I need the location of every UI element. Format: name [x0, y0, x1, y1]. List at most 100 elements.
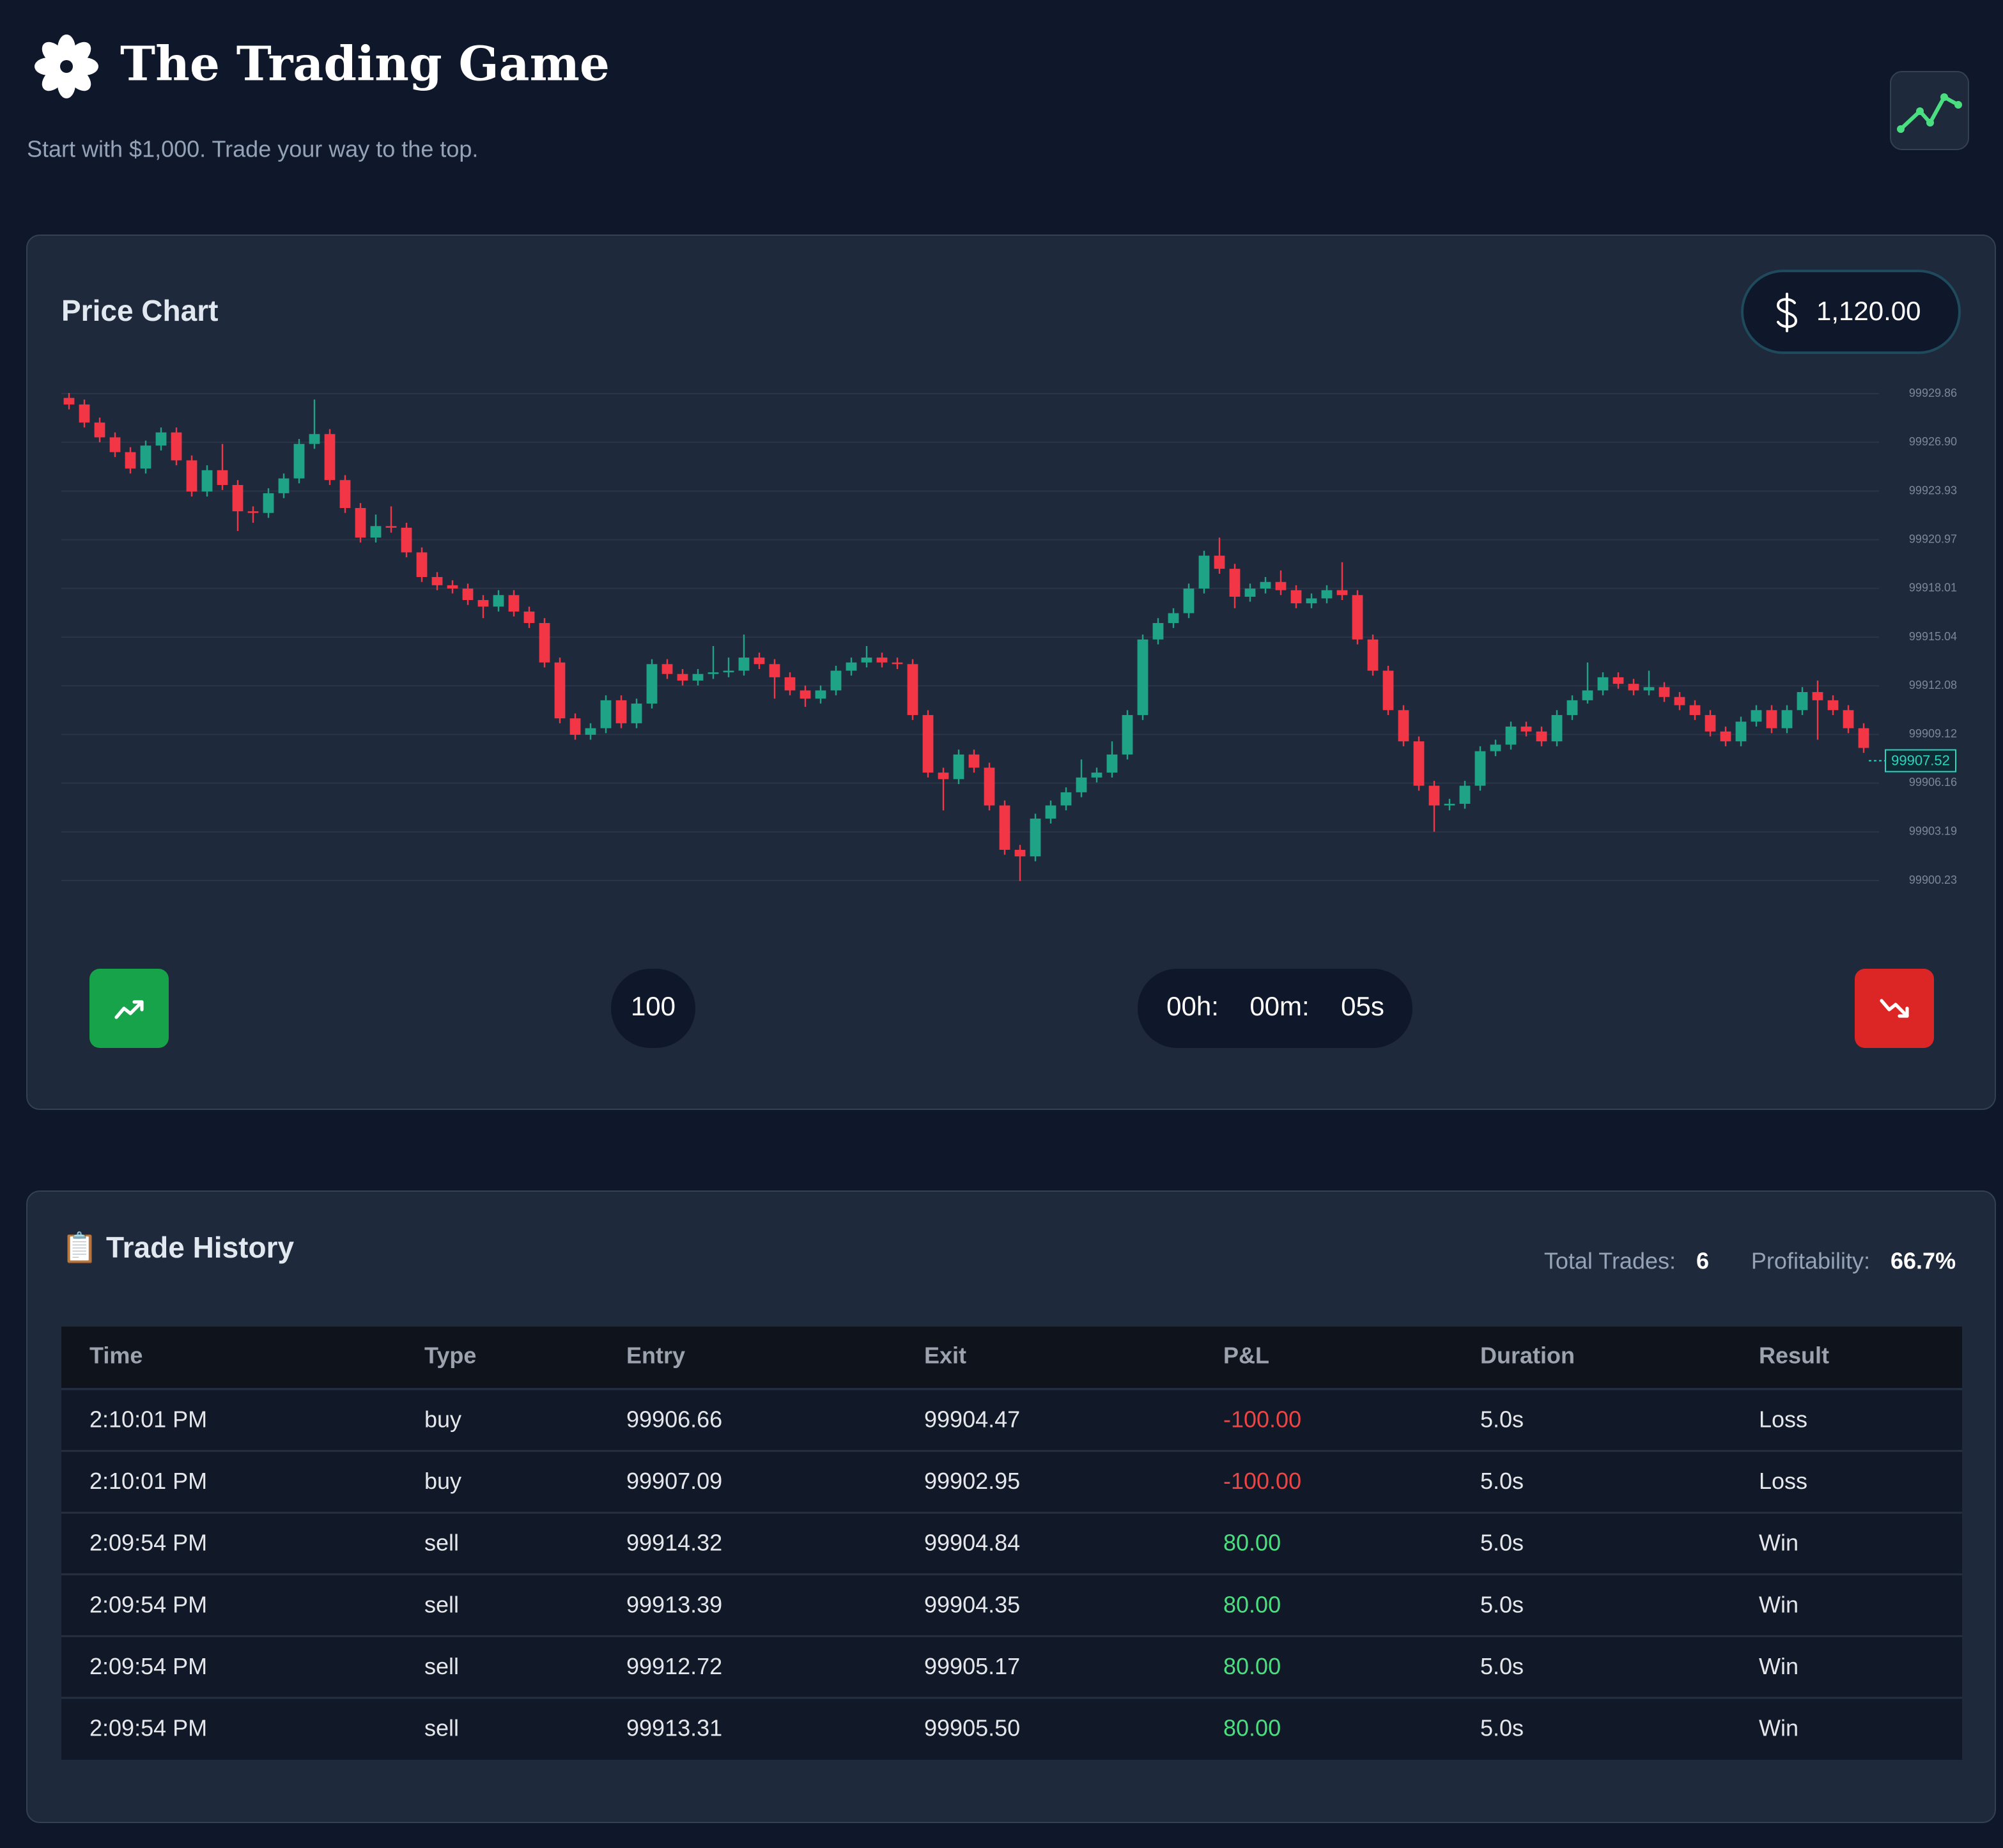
- sell-button[interactable]: [1855, 969, 1934, 1048]
- candle-body: [1091, 773, 1102, 778]
- column-header: Type: [424, 1343, 476, 1369]
- candle-body: [539, 623, 550, 663]
- table-cell: -100.00: [1223, 1406, 1301, 1433]
- candle-body: [1490, 744, 1501, 751]
- candle-body: [1566, 700, 1578, 716]
- candle-body: [953, 754, 964, 780]
- table-cell: 5.0s: [1480, 1468, 1524, 1494]
- candle-body: [892, 662, 903, 665]
- candle-body: [370, 526, 382, 538]
- table-cell: 2:10:01 PM: [89, 1468, 207, 1494]
- candle-body: [1382, 670, 1394, 711]
- candle-body: [708, 672, 719, 674]
- table-cell: 5.0s: [1480, 1653, 1524, 1679]
- candle-body: [355, 507, 366, 538]
- table-cell: 99907.09: [626, 1468, 722, 1494]
- candle-body: [477, 600, 489, 607]
- candle-body: [800, 690, 811, 699]
- table-cell: Win: [1759, 1653, 1798, 1679]
- column-header: Duration: [1480, 1343, 1575, 1369]
- table-cell: 99902.95: [924, 1468, 1020, 1494]
- candle-body: [876, 658, 888, 663]
- candle-body: [1735, 721, 1747, 742]
- table-cell: Win: [1759, 1591, 1798, 1617]
- chart-card: [26, 235, 1996, 1110]
- candle-body: [861, 658, 872, 663]
- candle-body: [692, 674, 704, 681]
- candle-body: [1643, 687, 1655, 691]
- candle-body: [1030, 819, 1041, 857]
- candle-body: [1781, 710, 1793, 728]
- candle-body: [1198, 555, 1210, 589]
- candle-body: [1459, 785, 1471, 804]
- buy-button[interactable]: [89, 969, 169, 1048]
- y-tick-label: 99900.23: [1909, 874, 1957, 886]
- candle-body: [217, 470, 228, 485]
- table-cell: 99912.72: [626, 1653, 722, 1679]
- column-header: Exit: [924, 1343, 966, 1369]
- subtitle: Start with $1,000. Trade your way to the…: [27, 136, 478, 162]
- candle-body: [232, 484, 244, 512]
- amount-pill[interactable]: 100: [611, 969, 695, 1048]
- candle-body: [247, 511, 259, 513]
- table-cell: 80.00: [1223, 1653, 1281, 1679]
- table-cell: Win: [1759, 1530, 1798, 1556]
- price-plot: 99929.86 99926.90 99923.93 99920.97 99918.01…: [61, 387, 1957, 886]
- table-cell: -100.00: [1223, 1468, 1301, 1494]
- candle-body: [922, 715, 934, 773]
- candle-body: [1720, 731, 1731, 742]
- logo-icon: [35, 35, 98, 98]
- column-header: P&L: [1223, 1343, 1269, 1369]
- candle-body: [554, 662, 566, 719]
- candle-body: [615, 700, 627, 723]
- candle-body: [1137, 639, 1148, 716]
- stats-button[interactable]: [1890, 71, 1969, 150]
- balance-value: 1,120.00: [1816, 296, 1921, 326]
- table-cell: 99913.31: [626, 1715, 722, 1741]
- candle-body: [1168, 613, 1179, 624]
- candle-body: [171, 432, 182, 461]
- candle-body: [1183, 589, 1195, 613]
- candle-body: [1367, 639, 1379, 671]
- candle-body: [79, 404, 90, 423]
- candle-body: [1858, 728, 1869, 748]
- y-tick-label: 99926.90: [1909, 435, 1957, 448]
- candle-body: [63, 397, 75, 404]
- candle-body: [1428, 785, 1440, 806]
- candle-body: [155, 432, 167, 446]
- candle-body: [1413, 741, 1425, 786]
- candle-body: [1766, 710, 1777, 728]
- candle-body: [508, 595, 520, 612]
- candle-body: [1505, 727, 1517, 745]
- y-tick-label: 99903.19: [1909, 825, 1957, 838]
- chart-title: Price Chart: [61, 294, 218, 327]
- candle-body: [416, 552, 428, 578]
- candle-body: [278, 478, 290, 493]
- timer-part: 05s: [1341, 991, 1384, 1021]
- table-cell: 99904.47: [924, 1406, 1020, 1433]
- candle-body: [1290, 590, 1302, 604]
- candle-body: [1122, 715, 1133, 755]
- table-cell: 2:09:54 PM: [89, 1591, 207, 1617]
- candle-body: [324, 434, 336, 481]
- candle-body: [1060, 792, 1072, 806]
- table-cell: sell: [424, 1715, 459, 1741]
- table-cell: Win: [1759, 1715, 1798, 1741]
- table-cell: 2:09:54 PM: [89, 1653, 207, 1679]
- table-cell: buy: [424, 1406, 461, 1433]
- candle-body: [1076, 777, 1087, 792]
- candle-body: [1152, 623, 1164, 640]
- candle-body: [1045, 805, 1056, 819]
- table-cell: 2:09:54 PM: [89, 1715, 207, 1741]
- candle-body: [1229, 569, 1241, 597]
- candle-body: [1812, 692, 1823, 700]
- candle-body: [1520, 727, 1532, 732]
- table-cell: sell: [424, 1653, 459, 1679]
- y-tick-label: 99906.16: [1909, 776, 1957, 789]
- table-cell: 99914.32: [626, 1530, 722, 1556]
- candle-body: [907, 664, 918, 716]
- candle-body: [999, 805, 1010, 850]
- candle-body: [431, 577, 443, 585]
